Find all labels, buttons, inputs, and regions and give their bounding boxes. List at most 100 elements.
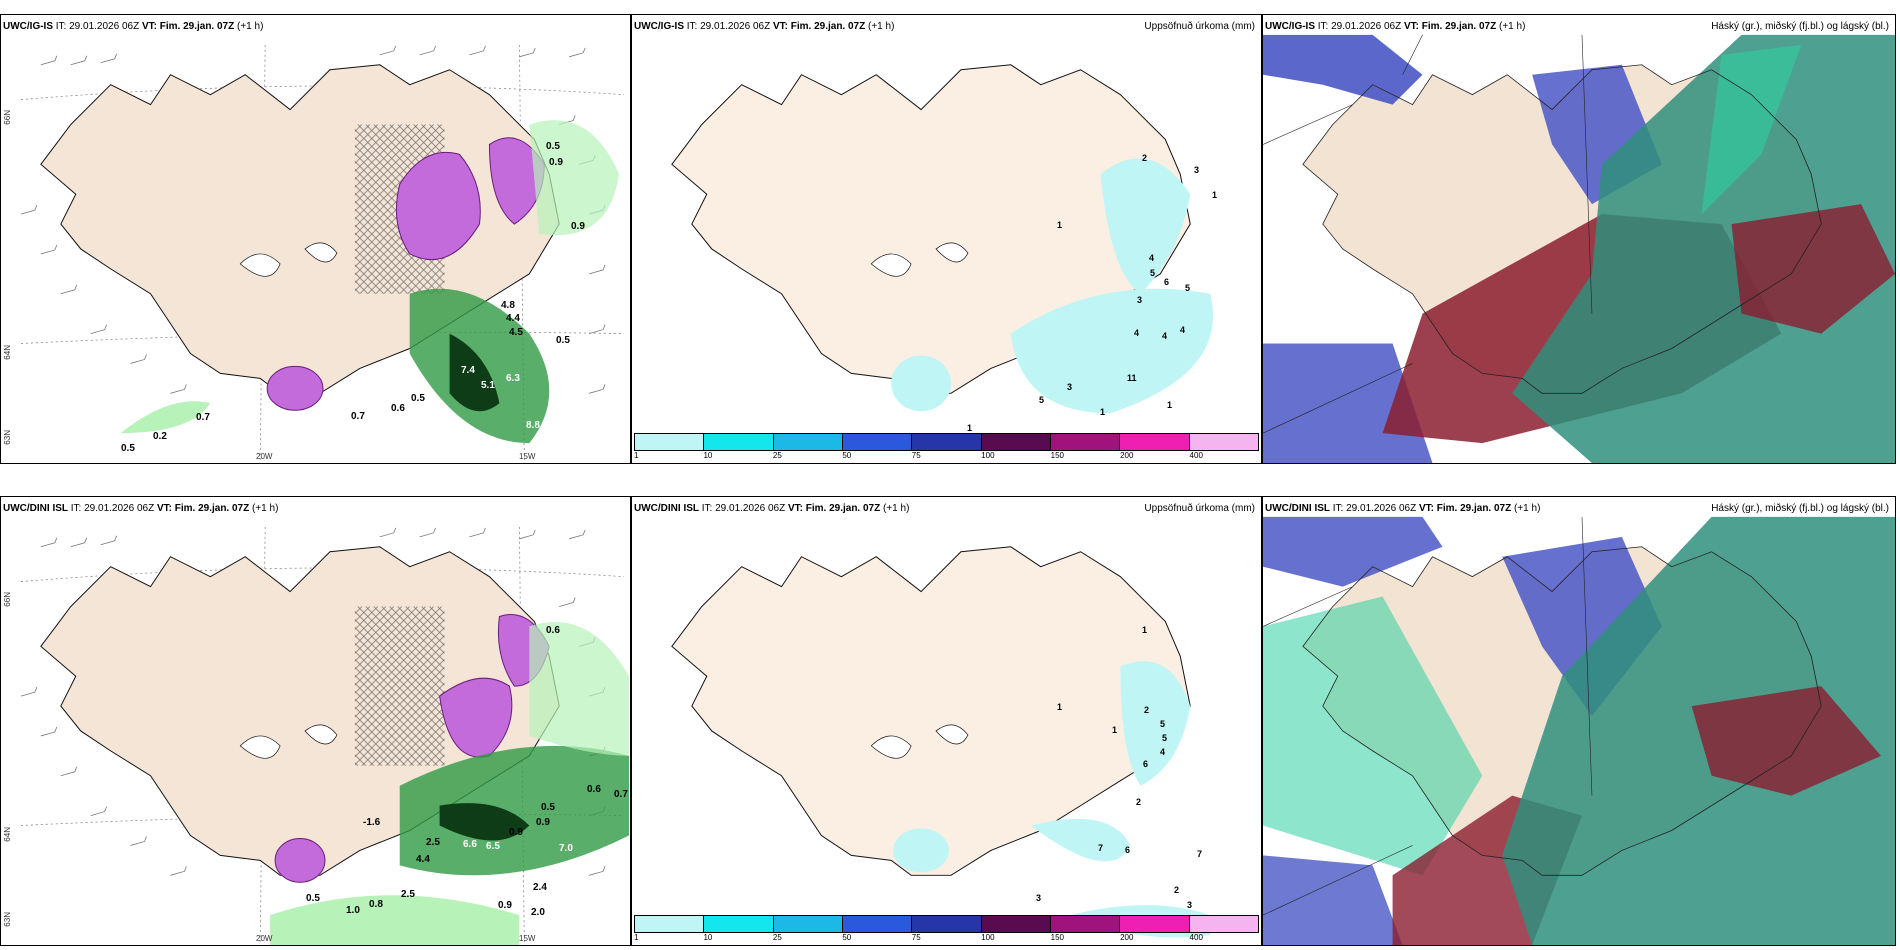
precip-colorbar: 1 10 25 50 75 100 150 200 400 xyxy=(632,433,1261,463)
colorbar-swatch xyxy=(842,434,913,450)
value-label: 5 xyxy=(1039,395,1045,405)
value-label: 0.7 xyxy=(196,412,210,423)
lat-label-64n: 64N xyxy=(3,345,12,360)
colorbar-swatch xyxy=(912,916,982,932)
field-title: Uppsöfnuð úrkoma (mm) xyxy=(1144,503,1255,514)
cloud-high xyxy=(1512,34,1895,463)
precip-colorbar: 1 10 25 50 75 100 150 200 400 xyxy=(632,915,1261,945)
value-label: 0.9 xyxy=(536,817,550,828)
value-label: 2 xyxy=(1144,705,1150,715)
lat-label-66n: 66N xyxy=(3,592,12,607)
value-label: 0.5 xyxy=(541,802,555,813)
panel-bottom-right-clouds: UWC/DINI ISL IT: 29.01.2026 06Z VT: Fim.… xyxy=(1262,496,1896,946)
value-label: 4.8 xyxy=(501,300,515,311)
value-label: 1 xyxy=(1057,702,1063,712)
it-label: IT: xyxy=(686,21,698,32)
value-label: 2.5 xyxy=(401,889,415,900)
value-label: 0.5 xyxy=(546,141,560,152)
colorbar-swatch xyxy=(912,434,982,450)
value-label: 2.5 xyxy=(426,837,440,848)
panel-header: UWC/DINI ISL IT: 29.01.2026 06Z VT: Fim.… xyxy=(1265,503,1540,514)
panel-header: UWC/IG-IS IT: 29.01.2026 06Z VT: Fim. 29… xyxy=(634,21,894,32)
value-label: 7.0 xyxy=(559,843,573,854)
it-value: 29.01.2026 06Z xyxy=(700,21,771,32)
vt-label: VT: xyxy=(1403,21,1419,32)
colorbar-swatch xyxy=(1120,916,1190,932)
colorbar-swatch xyxy=(981,916,1051,932)
colorbar-label: 75 xyxy=(911,451,921,460)
value-label: 2 xyxy=(1136,797,1142,807)
interior-holes xyxy=(870,724,969,759)
panel-top-left-precip-wind: UWC/IG-IS IT: 29.01.2026 06Z VT: Fim. 29… xyxy=(0,14,631,464)
model-name: UWC/DINI ISL xyxy=(634,503,699,514)
cloud-mid xyxy=(1691,686,1882,796)
vt-value: Fim. 29.jan. 07Z xyxy=(1436,503,1512,514)
it-value: 29.01.2026 06Z xyxy=(84,503,155,514)
colorbar-labels: 1 10 25 50 75 100 150 200 400 xyxy=(634,451,1259,461)
colorbar-label: 25 xyxy=(772,933,782,942)
vt-label: VT: xyxy=(787,503,803,514)
value-label: 1.0 xyxy=(346,905,360,916)
colorbar-label: 75 xyxy=(911,933,921,942)
colorbar-label: 25 xyxy=(772,451,782,460)
value-label: 6 xyxy=(1125,845,1131,855)
lead-time: (+1 h) xyxy=(1514,503,1541,514)
cloud-mid xyxy=(1731,204,1895,334)
rain-precip xyxy=(120,120,620,444)
panel-top-middle-accumulated-precip: UWC/IG-IS IT: 29.01.2026 06Z VT: Fim. 29… xyxy=(631,14,1262,464)
value-label: 3 xyxy=(1194,165,1200,175)
panel-header: UWC/IG-IS IT: 29.01.2026 06Z VT: Fim. 29… xyxy=(3,21,263,32)
vt-label: VT: xyxy=(772,21,788,32)
value-label: 7 xyxy=(1197,849,1203,859)
value-label: 0.6 xyxy=(546,625,560,636)
lat-label-64n: 64N xyxy=(3,827,12,842)
it-label: IT: xyxy=(701,503,713,514)
cloud-high xyxy=(1502,516,1895,945)
value-label: 0.7 xyxy=(614,789,628,800)
value-label: 4.4 xyxy=(506,313,520,324)
vt-value: Fim. 29.jan. 07Z xyxy=(790,21,866,32)
colorbar-label: 150 xyxy=(1050,451,1065,460)
lat-label-63n: 63N xyxy=(3,430,12,445)
vt-value: Fim. 29.jan. 07Z xyxy=(805,503,881,514)
panel-top-right-clouds: UWC/IG-IS IT: 29.01.2026 06Z VT: Fim. 29… xyxy=(1262,14,1896,464)
value-label: 0.6 xyxy=(587,784,601,795)
value-label: 3 xyxy=(1067,382,1073,392)
colorbar-label: 1 xyxy=(634,451,639,460)
value-label: 0.7 xyxy=(351,411,365,422)
vt-value: Fim. 29.jan. 07Z xyxy=(159,21,235,32)
value-label: 11 xyxy=(1127,373,1137,383)
colorbar-label: 100 xyxy=(981,933,995,942)
colorbar-label: 10 xyxy=(703,933,713,942)
it-value: 29.01.2026 06Z xyxy=(1331,21,1402,32)
colorbar-swatch xyxy=(1050,434,1121,450)
value-label: 0.5 xyxy=(411,393,425,404)
value-label: 4 xyxy=(1134,328,1140,338)
vt-label: VT: xyxy=(1418,503,1434,514)
colorbar-swatch xyxy=(1120,434,1190,450)
value-label: 0.5 xyxy=(121,443,135,454)
rain-precip xyxy=(270,621,630,945)
value-label: 5 xyxy=(1150,268,1156,278)
value-label: 7 xyxy=(1098,843,1104,853)
model-name: UWC/DINI ISL xyxy=(3,503,68,514)
map-accumulated-precip xyxy=(632,15,1261,463)
lead-time: (+1 h) xyxy=(868,21,895,32)
colorbar-swatch xyxy=(1189,916,1258,932)
value-label: 6.5 xyxy=(486,841,500,852)
lead-time: (+1 h) xyxy=(252,503,279,514)
value-label: 2.1 xyxy=(481,435,495,446)
colorbar-swatch xyxy=(635,916,705,932)
wind-barbs xyxy=(20,527,606,876)
value-label: 4 xyxy=(1162,331,1168,341)
lead-time: (+1 h) xyxy=(237,21,264,32)
map-wind-precip xyxy=(1,15,630,463)
iceland-land xyxy=(671,546,1191,876)
lon-label-20w: 20W xyxy=(256,452,273,461)
lat-label-66n: 66N xyxy=(3,110,12,125)
value-label: 0.2 xyxy=(153,431,167,442)
model-name: UWC/IG-IS xyxy=(1265,21,1315,32)
panel-header: UWC/DINI ISL IT: 29.01.2026 06Z VT: Fim.… xyxy=(3,503,278,514)
value-label: 1 xyxy=(1057,220,1063,230)
colorbar-swatch xyxy=(1050,916,1121,932)
